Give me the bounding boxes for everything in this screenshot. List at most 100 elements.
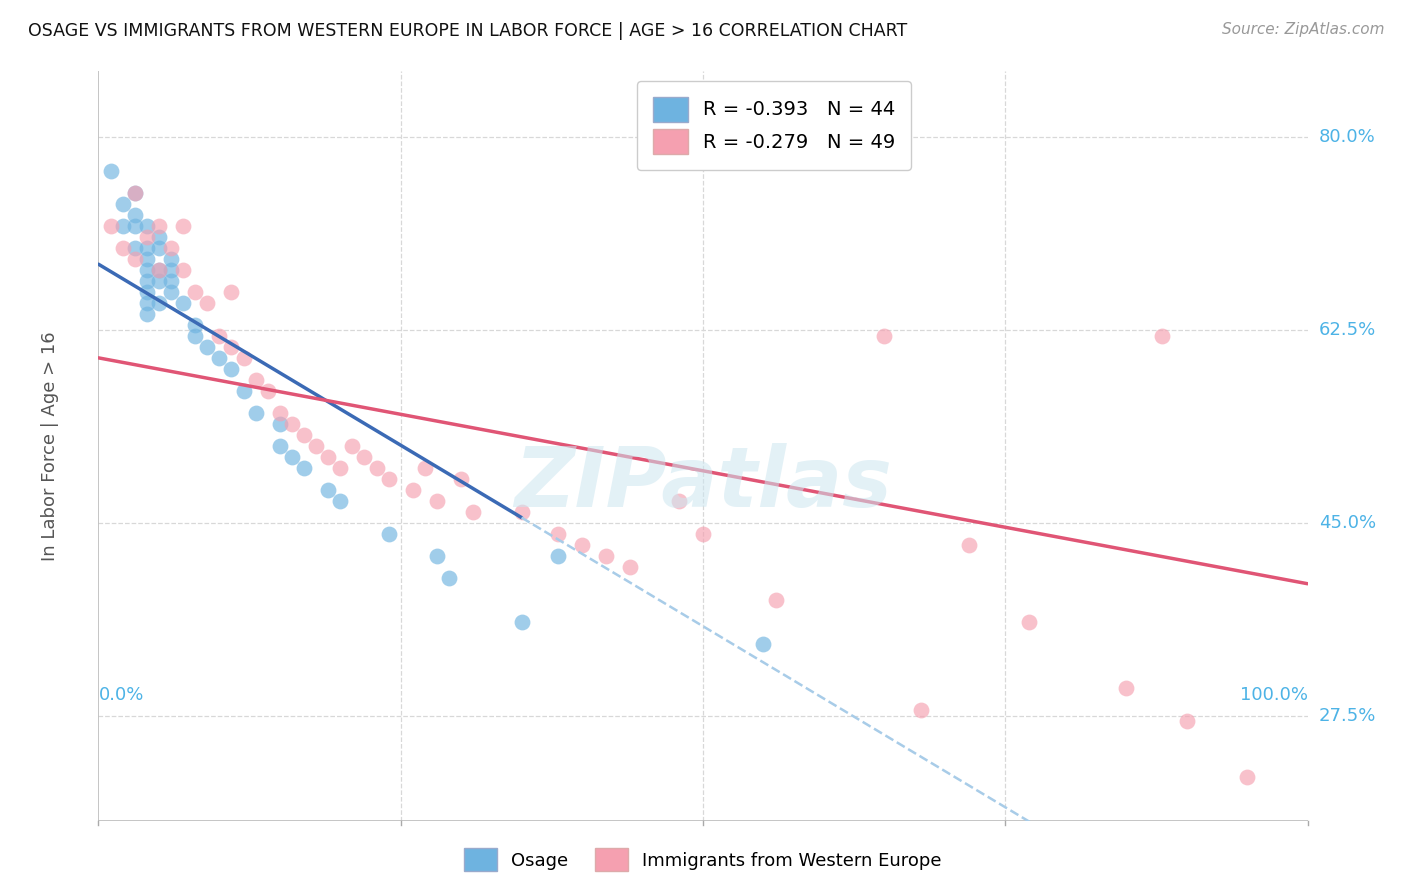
- Point: [160, 274, 183, 288]
- Point: [111, 241, 134, 255]
- Point: [377, 527, 399, 541]
- Point: [148, 262, 170, 277]
- Point: [208, 328, 231, 343]
- Point: [172, 262, 194, 277]
- Point: [366, 461, 388, 475]
- Point: [245, 406, 267, 420]
- Point: [316, 450, 339, 464]
- Point: [510, 505, 533, 519]
- Point: [148, 274, 170, 288]
- Point: [100, 219, 122, 233]
- Text: OSAGE VS IMMIGRANTS FROM WESTERN EUROPE IN LABOR FORCE | AGE > 16 CORRELATION CH: OSAGE VS IMMIGRANTS FROM WESTERN EUROPE …: [28, 22, 907, 40]
- Point: [413, 461, 436, 475]
- Point: [316, 483, 339, 497]
- Point: [195, 340, 218, 354]
- Point: [281, 450, 304, 464]
- Point: [221, 362, 243, 376]
- Point: [281, 417, 304, 431]
- Point: [135, 219, 157, 233]
- Point: [595, 549, 617, 564]
- Text: 100.0%: 100.0%: [1240, 686, 1308, 704]
- Point: [232, 384, 254, 398]
- Point: [135, 274, 157, 288]
- Point: [873, 328, 896, 343]
- Point: [463, 505, 485, 519]
- Point: [148, 219, 170, 233]
- Point: [232, 351, 254, 365]
- Point: [353, 450, 375, 464]
- Point: [256, 384, 278, 398]
- Point: [571, 538, 593, 552]
- Point: [124, 252, 146, 266]
- Point: [135, 252, 157, 266]
- Point: [124, 219, 146, 233]
- Point: [160, 262, 183, 277]
- Point: [342, 439, 364, 453]
- Point: [752, 637, 775, 651]
- Legend: Osage, Immigrants from Western Europe: Osage, Immigrants from Western Europe: [457, 841, 949, 879]
- Point: [135, 229, 157, 244]
- Point: [221, 285, 243, 299]
- Point: [195, 295, 218, 310]
- Point: [269, 439, 291, 453]
- Point: [269, 417, 291, 431]
- Point: [184, 285, 207, 299]
- Point: [910, 703, 932, 717]
- Point: [1236, 770, 1258, 784]
- Text: 27.5%: 27.5%: [1319, 707, 1376, 725]
- Point: [124, 186, 146, 200]
- Point: [329, 461, 352, 475]
- Point: [221, 340, 243, 354]
- Point: [1115, 681, 1137, 696]
- Point: [160, 252, 183, 266]
- Legend: R = -0.393   N = 44, R = -0.279   N = 49: R = -0.393 N = 44, R = -0.279 N = 49: [637, 81, 911, 170]
- Point: [160, 241, 183, 255]
- Point: [124, 186, 146, 200]
- Point: [135, 307, 157, 321]
- Point: [1018, 615, 1040, 630]
- Point: [111, 196, 134, 211]
- Point: [510, 615, 533, 630]
- Point: [148, 241, 170, 255]
- Point: [450, 472, 472, 486]
- Point: [208, 351, 231, 365]
- Text: 45.0%: 45.0%: [1319, 514, 1376, 533]
- Point: [957, 538, 980, 552]
- Point: [437, 571, 460, 585]
- Point: [377, 472, 399, 486]
- Text: 0.0%: 0.0%: [98, 686, 143, 704]
- Text: Source: ZipAtlas.com: Source: ZipAtlas.com: [1222, 22, 1385, 37]
- Point: [269, 406, 291, 420]
- Point: [245, 373, 267, 387]
- Text: In Labor Force | Age > 16: In Labor Force | Age > 16: [41, 331, 59, 561]
- Text: ZIPatlas: ZIPatlas: [515, 443, 891, 524]
- Point: [292, 461, 315, 475]
- Point: [135, 295, 157, 310]
- Point: [172, 295, 194, 310]
- Point: [124, 241, 146, 255]
- Point: [172, 219, 194, 233]
- Point: [184, 318, 207, 332]
- Point: [148, 262, 170, 277]
- Point: [100, 163, 122, 178]
- Point: [135, 262, 157, 277]
- Point: [1152, 328, 1174, 343]
- Point: [305, 439, 328, 453]
- Point: [402, 483, 425, 497]
- Text: 80.0%: 80.0%: [1319, 128, 1375, 146]
- Point: [619, 560, 641, 574]
- Point: [160, 285, 183, 299]
- Point: [329, 494, 352, 508]
- Point: [184, 328, 207, 343]
- Point: [111, 219, 134, 233]
- Point: [148, 295, 170, 310]
- Point: [135, 241, 157, 255]
- Point: [148, 229, 170, 244]
- Point: [547, 527, 569, 541]
- Point: [426, 549, 449, 564]
- Point: [668, 494, 690, 508]
- Point: [135, 285, 157, 299]
- Point: [1175, 714, 1198, 729]
- Point: [692, 527, 714, 541]
- Point: [765, 593, 787, 607]
